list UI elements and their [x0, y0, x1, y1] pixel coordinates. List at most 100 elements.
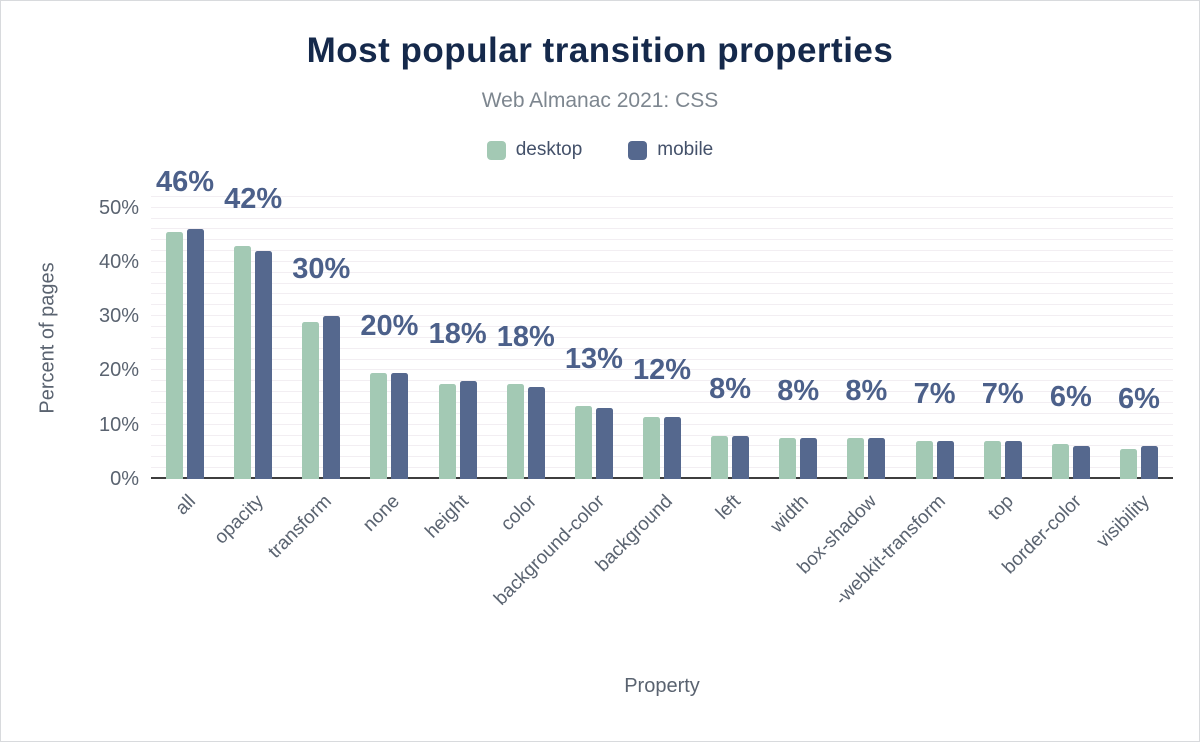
bar-desktop: [574, 405, 592, 479]
y-tick-label: 10%: [98, 413, 139, 436]
y-tick-label: 0%: [110, 468, 139, 490]
gridline: [151, 250, 1173, 252]
value-label: 12%: [632, 353, 692, 386]
bar-mobile: [936, 441, 954, 479]
legend-swatch-mobile-icon: [628, 140, 648, 160]
bar-group-background-color: [560, 193, 628, 479]
bar-mobile: [732, 435, 750, 479]
gridline: [151, 260, 1173, 262]
plot-area: 0% 10% 20% 30% 40% 50% 46% all 42% opacity 30% tran…: [99, 166, 1173, 610]
value-label: 8%: [709, 372, 752, 405]
y-tick-label: 30%: [98, 305, 139, 328]
gridline: [151, 336, 1173, 338]
gridline: [151, 293, 1173, 295]
bar-mobile: [527, 386, 545, 479]
value-label: 6%: [1049, 380, 1092, 413]
bar-group-color: [492, 193, 560, 479]
y-axis-title: Percent of pages: [36, 262, 59, 414]
gridline: [151, 369, 1173, 371]
y-tick-label: 50%: [98, 196, 139, 219]
bar-group-opacity: [219, 193, 287, 479]
gridline: [151, 467, 1173, 469]
bar-mobile: [391, 373, 409, 479]
bar-group-border-color: [1037, 193, 1105, 479]
legend: desktop mobile: [1, 139, 1199, 161]
y-tick-label: 40%: [98, 250, 139, 273]
value-label: 46%: [156, 166, 215, 199]
bar-group-height: [424, 193, 492, 479]
bar-desktop: [642, 416, 660, 479]
gridline: [151, 304, 1173, 306]
gridline: [151, 347, 1173, 349]
bar-desktop: [711, 435, 729, 479]
gridline: [151, 326, 1173, 328]
legend-swatch-desktop-icon: [486, 140, 506, 160]
gridline: [151, 412, 1173, 414]
gridline: [151, 402, 1173, 404]
gridline: [151, 228, 1173, 230]
bar-group--webkit-transform: [900, 193, 968, 479]
bar-group-none: [355, 193, 423, 479]
value-label: 6%: [1117, 383, 1160, 416]
bar-group-left: [696, 193, 764, 479]
bar-desktop: [847, 438, 865, 479]
bar-desktop: [1119, 449, 1137, 479]
bar-group-top: [969, 193, 1037, 479]
bar-mobile: [255, 251, 273, 479]
bar-desktop: [915, 441, 933, 479]
value-label: 8%: [777, 375, 820, 408]
bar-mobile: [595, 408, 613, 479]
value-label: 42%: [224, 182, 283, 215]
bar-mobile: [459, 381, 477, 479]
bar-mobile: [187, 229, 205, 479]
bar-group-all: [151, 193, 219, 479]
bar-mobile: [663, 416, 681, 479]
value-label: 18%: [496, 321, 555, 354]
bar-mobile: [1140, 446, 1158, 479]
gridline: [151, 315, 1173, 317]
bar-desktop: [302, 321, 320, 479]
chart-title: Most popular transition properties: [306, 31, 894, 70]
value-label: 20%: [360, 310, 419, 343]
gridline: [151, 434, 1173, 436]
legend-label-mobile: mobile: [657, 139, 714, 160]
bar-desktop: [1051, 443, 1069, 479]
bar-mobile: [800, 438, 818, 479]
gridline: [151, 423, 1173, 425]
gridline: [151, 358, 1173, 360]
legend-item-desktop: desktop: [486, 139, 583, 161]
bar-desktop: [779, 438, 797, 479]
value-label: 13%: [564, 342, 623, 375]
value-label: 7%: [981, 378, 1024, 411]
bar-group-visibility: [1105, 193, 1173, 479]
bar-mobile: [323, 316, 341, 479]
gridline: [151, 282, 1173, 284]
bar-mobile: [1004, 441, 1022, 479]
bar-desktop: [506, 384, 524, 479]
bar-desktop: [166, 232, 184, 479]
gridline: [151, 195, 1173, 197]
y-tick-label: 20%: [98, 359, 139, 382]
bar-mobile: [868, 438, 886, 479]
bar-desktop: [370, 373, 388, 479]
legend-item-mobile: mobile: [628, 139, 713, 161]
chart-subtitle: Web Almanac 2021: CSS: [481, 89, 719, 112]
gridline: [151, 380, 1173, 382]
gridline: [151, 206, 1173, 208]
x-axis-title: Property: [624, 675, 700, 697]
bar-desktop: [438, 384, 456, 479]
value-label: 18%: [428, 318, 487, 351]
value-label: 30%: [292, 253, 351, 286]
value-label: 8%: [845, 375, 888, 408]
value-label: 7%: [913, 378, 956, 411]
bar-desktop: [983, 441, 1001, 479]
gridline: [151, 239, 1173, 241]
gridline: [151, 217, 1173, 219]
bar-desktop: [234, 245, 252, 479]
x-axis-baseline: [151, 477, 1173, 479]
bar-group-box-shadow: [832, 193, 900, 479]
gridline: [151, 456, 1173, 458]
gridline: [151, 271, 1173, 273]
legend-label-desktop: desktop: [515, 139, 583, 160]
